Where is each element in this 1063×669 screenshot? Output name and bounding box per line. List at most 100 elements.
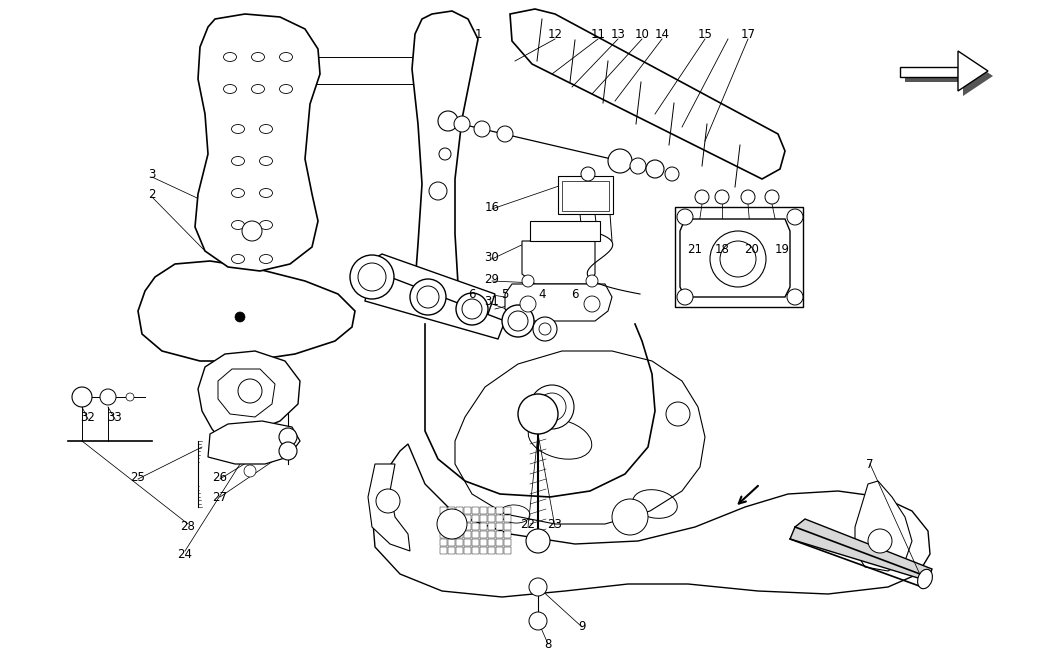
Polygon shape <box>855 481 912 571</box>
Bar <box>465 547 471 554</box>
Polygon shape <box>360 254 495 314</box>
Bar <box>472 515 479 522</box>
Bar <box>456 531 463 538</box>
Bar <box>448 539 455 546</box>
Circle shape <box>667 402 690 426</box>
Bar <box>558 176 613 214</box>
Circle shape <box>279 442 297 460</box>
Circle shape <box>526 529 550 553</box>
Ellipse shape <box>232 254 244 264</box>
Text: 19: 19 <box>775 242 790 256</box>
Circle shape <box>518 394 558 434</box>
Text: 6: 6 <box>571 288 578 300</box>
Circle shape <box>520 296 536 312</box>
Bar <box>472 539 479 546</box>
Polygon shape <box>963 56 993 96</box>
Ellipse shape <box>232 157 244 165</box>
Bar <box>496 523 503 530</box>
Circle shape <box>437 509 467 539</box>
Text: 21: 21 <box>688 242 703 256</box>
Bar <box>496 547 503 554</box>
Ellipse shape <box>232 124 244 134</box>
Bar <box>504 531 511 538</box>
Bar <box>480 523 487 530</box>
Ellipse shape <box>280 52 292 62</box>
Polygon shape <box>198 351 300 441</box>
Bar <box>562 181 609 211</box>
Bar <box>530 221 600 241</box>
Text: 22: 22 <box>521 518 536 531</box>
Polygon shape <box>412 11 478 319</box>
Polygon shape <box>208 421 300 464</box>
Circle shape <box>584 296 600 312</box>
Bar <box>488 507 495 514</box>
Bar <box>496 507 503 514</box>
Circle shape <box>720 241 756 277</box>
Circle shape <box>529 612 547 630</box>
Bar <box>488 531 495 538</box>
Bar <box>465 507 471 514</box>
Bar <box>448 531 455 538</box>
Text: 15: 15 <box>697 27 712 41</box>
Bar <box>456 515 463 522</box>
Circle shape <box>376 489 400 513</box>
Circle shape <box>244 465 256 477</box>
Polygon shape <box>505 284 612 321</box>
Circle shape <box>522 275 534 287</box>
Polygon shape <box>368 464 410 551</box>
Bar <box>465 531 471 538</box>
Polygon shape <box>905 72 963 82</box>
Text: 27: 27 <box>213 490 227 504</box>
Circle shape <box>100 389 116 405</box>
Ellipse shape <box>223 84 236 94</box>
Text: 10: 10 <box>635 27 649 41</box>
Ellipse shape <box>280 84 292 94</box>
Text: 26: 26 <box>213 470 227 484</box>
Text: 6: 6 <box>468 288 476 300</box>
Ellipse shape <box>232 189 244 197</box>
Circle shape <box>868 529 892 553</box>
Circle shape <box>279 428 297 446</box>
Circle shape <box>695 190 709 204</box>
Bar <box>480 531 487 538</box>
Circle shape <box>497 126 513 142</box>
Bar <box>480 507 487 514</box>
Ellipse shape <box>259 254 272 264</box>
Bar <box>488 547 495 554</box>
Circle shape <box>238 379 261 403</box>
Circle shape <box>677 289 693 305</box>
Circle shape <box>665 167 679 181</box>
Text: 9: 9 <box>578 621 586 634</box>
Bar <box>496 539 503 546</box>
Circle shape <box>474 121 490 137</box>
Bar <box>465 515 471 522</box>
Polygon shape <box>372 444 930 597</box>
Text: 31: 31 <box>485 294 500 308</box>
Bar <box>448 507 455 514</box>
Bar <box>504 539 511 546</box>
Bar <box>675 207 803 307</box>
Circle shape <box>350 255 394 299</box>
Bar <box>456 547 463 554</box>
Circle shape <box>417 286 439 308</box>
Bar <box>480 547 487 554</box>
Bar <box>472 547 479 554</box>
Text: 17: 17 <box>741 27 756 41</box>
Polygon shape <box>195 14 320 271</box>
Circle shape <box>646 160 664 178</box>
Bar <box>465 523 471 530</box>
Bar <box>465 539 471 546</box>
Text: 16: 16 <box>485 201 500 213</box>
Polygon shape <box>510 9 784 179</box>
Ellipse shape <box>259 157 272 165</box>
Text: 7: 7 <box>866 458 874 470</box>
Polygon shape <box>365 274 505 339</box>
Circle shape <box>630 158 646 174</box>
Circle shape <box>358 263 386 291</box>
Bar <box>472 507 479 514</box>
Bar <box>472 531 479 538</box>
Bar <box>456 539 463 546</box>
Text: 24: 24 <box>178 547 192 561</box>
Bar <box>448 547 455 554</box>
Bar <box>504 547 511 554</box>
